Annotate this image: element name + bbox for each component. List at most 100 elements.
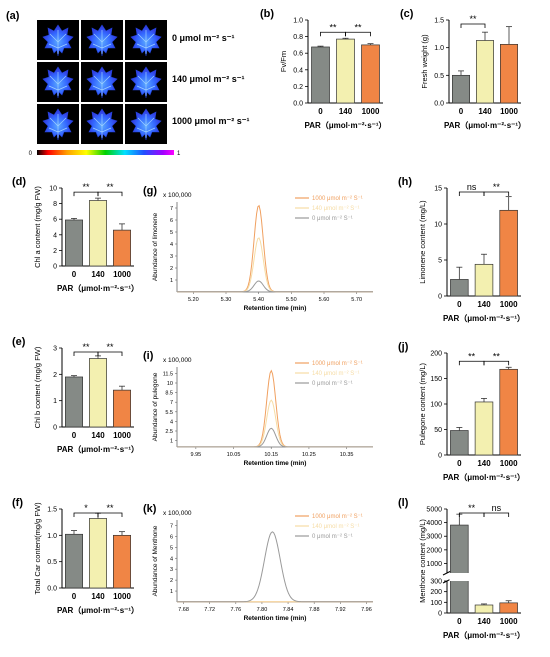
panel-h-significance-label: ** — [493, 182, 501, 192]
leaf-tile-r1-c1 — [81, 62, 123, 102]
leaf-vein-icon — [92, 114, 112, 138]
panel-d-category-label: 0 — [72, 270, 77, 279]
panel-k-ytick-label: 5 — [170, 545, 173, 551]
panel-f-category-label: 0 — [72, 592, 77, 601]
panel-c-ytick-label: 0.0 — [434, 101, 444, 108]
panel-d-bar — [65, 219, 83, 267]
panel-j-ytick-label: 200 — [430, 351, 442, 358]
panel-g-letter: (g) — [143, 185, 157, 197]
panel-i-y-axis-label: Abundance of pulegone — [152, 372, 159, 441]
panel-i-ytick-label: 7 — [170, 400, 173, 406]
panel-f-ytick-label: 1.0 — [47, 533, 57, 540]
panel-j-bar-chart: (j) 0 50 100 150 200 0 140 1000 ** ** PAR（μmol·m⁻²·… — [398, 341, 525, 482]
panel-k-legend-label: 1000 μmol m⁻² S⁻¹ — [312, 514, 363, 520]
panel-c-bar — [500, 43, 518, 104]
panel-e-ytick-label: 2 — [53, 372, 57, 379]
panel-h-y-axis-label: Limonene content (mg/L) — [418, 200, 427, 284]
panel-l-bar — [474, 604, 494, 614]
panel-k-xtick-label: 7.88 — [309, 607, 320, 613]
panel-h-x-axis-label: PAR（μmol·m⁻²·s⁻¹） — [443, 313, 525, 323]
panel-b-significance-bracket — [345, 31, 371, 37]
panel-d-significance-label: ** — [106, 182, 114, 192]
panel-c-category-label: 140 — [478, 107, 492, 116]
panel-f-category-label: 140 — [91, 592, 105, 601]
panel-c-significance-bracket — [460, 23, 486, 28]
leaf-tile-r0-c0 — [37, 20, 79, 60]
panel-l-bar-break-gap — [449, 573, 470, 581]
panel-e-ytick-label: 3 — [53, 346, 57, 353]
panel-k-y-axis-label: Abundance of Menthone — [152, 525, 159, 596]
panel-g-y-axis-label: Abundance of limonene — [152, 212, 159, 281]
panel-a-letter: (a) — [6, 10, 20, 22]
panel-l-significance-label: ** — [468, 503, 476, 513]
leaf-tile-r0-c2 — [125, 20, 167, 60]
chart-panels: (b)0.00.20.40.60.81.00 140 1000** **PAR（μmo… — [12, 8, 526, 640]
panel-k-ytick-label: 7 — [170, 523, 173, 529]
leaf-image-grid — [37, 20, 167, 144]
panel-e-ytick-label: 0 — [53, 425, 57, 432]
panel-f-ytick-label: 1.5 — [47, 507, 57, 514]
panel-f-letter: (f) — [12, 497, 23, 509]
panel-j-bar — [450, 430, 469, 456]
panel-h-significance-bracket — [483, 191, 510, 196]
panel-l-significance-bracket — [483, 512, 510, 517]
panel-j-significance-label: ** — [493, 351, 501, 361]
panel-d-bar — [113, 229, 131, 267]
panel-g-legend-label: 140 μmol m⁻² S⁻¹ — [312, 206, 359, 212]
panel-h-category-label: 0 — [457, 300, 462, 309]
panel-h-bar — [499, 209, 518, 297]
panel-j-bar — [474, 401, 494, 456]
panel-j-category-label: 1000 — [500, 459, 518, 468]
panel-b-significance-bracket — [320, 31, 346, 37]
panel-l-ytick-label: 100 — [430, 600, 442, 607]
panel-g-multiplier: x 100,000 — [163, 192, 192, 199]
panel-c-significance-label: ** — [469, 14, 477, 24]
panel-k-xtick-label: 7.68 — [178, 607, 189, 613]
panel-l-axis-break-gap — [443, 573, 523, 581]
panel-f-ytick-label: 0.5 — [47, 559, 57, 566]
leaf-tile-r0-c1 — [81, 20, 123, 60]
panel-l-bar — [450, 524, 469, 614]
panel-c-letter: (c) — [400, 8, 414, 20]
panel-i-xtick-label: 10.15 — [264, 452, 278, 458]
panel-g-xtick-label: 5.60 — [319, 297, 330, 303]
panel-d-ytick-label: 2 — [53, 248, 57, 255]
leaf-tile-r2-c2 — [125, 104, 167, 144]
panel-b-y-axis-label: Fv/Fm — [279, 51, 288, 72]
panel-j-category-label: 0 — [457, 459, 462, 468]
panel-k-xtick-label: 7.84 — [283, 607, 294, 613]
panel-b-bar — [336, 38, 355, 104]
panel-d-ytick-label: 0 — [53, 264, 57, 271]
panel-f-ytick-label: 0.0 — [47, 586, 57, 593]
panel-i-ytick-label: 10 — [167, 381, 173, 387]
panel-g-ytick-label: 6 — [170, 218, 173, 224]
panel-h-category-label: 140 — [477, 300, 491, 309]
panel-k-xtick-label: 7.76 — [230, 607, 241, 613]
panel-l-ytick-label: 0 — [438, 611, 442, 618]
leaf-tile-r1-c0 — [37, 62, 79, 102]
panel-b-category-label: 1000 — [362, 107, 380, 116]
panel-j-ytick-label: 100 — [430, 402, 442, 409]
panel-i-ytick-label: 8.5 — [165, 391, 173, 397]
panel-i-ytick-label: 11.5 — [163, 371, 173, 377]
panel-l-break-mark — [442, 570, 452, 576]
panel-j-significance-label: ** — [468, 351, 476, 361]
panel-h-significance-bracket — [458, 191, 485, 196]
panel-j-x-axis-label: PAR（μmol·m⁻²·s⁻¹） — [443, 472, 525, 482]
leaf-vein-icon — [48, 114, 68, 138]
panel-g-legend-label: 1000 μmol m⁻² S⁻¹ — [312, 196, 363, 202]
panel-l-ytick-label: 300 — [430, 579, 442, 586]
panel-e-significance-bracket — [73, 351, 99, 356]
leaf-vein-icon — [136, 30, 156, 54]
panel-l-category-label: 0 — [457, 617, 462, 626]
panel-f-significance-bracket — [73, 512, 99, 517]
panel-f-bar — [113, 534, 131, 589]
panel-g-series-line — [177, 280, 373, 293]
panel-d-letter: (d) — [12, 176, 26, 188]
panel-i-letter: (i) — [143, 350, 154, 362]
panel-e-significance-bracket — [97, 351, 123, 356]
panel-b-ytick-label: 0.8 — [293, 34, 303, 41]
panel-c-y-axis-label: Fresh weight (g) — [420, 34, 429, 89]
panel-d-significance-bracket — [73, 191, 99, 197]
